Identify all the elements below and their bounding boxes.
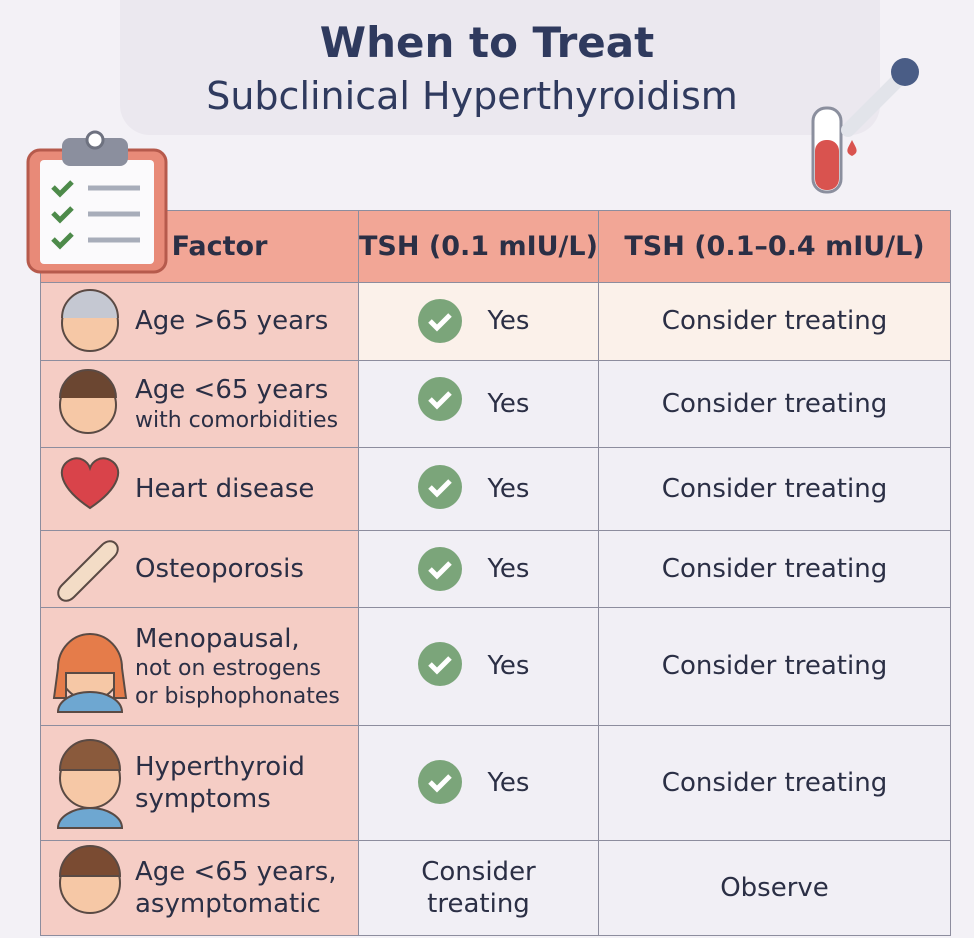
value-cell: Yes [358, 360, 599, 448]
cell-text: or bisphophonates [135, 683, 340, 709]
cell-text: Osteoporosis [135, 553, 304, 584]
value-cell: Consider treating [598, 282, 951, 361]
factor-cell: Age >65 years [40, 282, 359, 361]
value-cell: Consider treating [598, 447, 951, 531]
factor-cell: Age <65 years with comorbidities [40, 360, 359, 448]
cell-text: Yes [487, 473, 530, 504]
value-cell: Yes [358, 530, 599, 608]
cell-text: Consider [421, 856, 536, 887]
value-cell: Consider treating [598, 607, 951, 726]
cell-text: Consider treating [661, 767, 888, 798]
cell-text: Yes [487, 388, 530, 419]
cell-text: Consider treating [661, 473, 888, 504]
value-cell: Yes [358, 725, 599, 841]
cell-text: asymptomatic [135, 889, 321, 919]
cell-text: Yes [487, 553, 530, 584]
factor-cell: Osteoporosis [40, 530, 359, 608]
column-header: TSH (0.1–0.4 mIU/L) [598, 210, 951, 283]
value-cell: Consider treating [598, 360, 951, 448]
value-cell: Yes [358, 282, 599, 361]
value-cell: Consider treating [598, 530, 951, 608]
factor-cell: Age <65 years, asymptomatic [40, 840, 359, 936]
column-header: Factor [40, 210, 359, 283]
cell-text: Factor [171, 230, 268, 262]
cell-text: Age <65 years [135, 375, 329, 405]
cell-text: Yes [487, 651, 530, 682]
cell-text: Age >65 years [135, 306, 329, 337]
cell-text: treating [427, 889, 530, 919]
cell-text: not on estrogens [135, 656, 321, 682]
title-panel [120, 0, 880, 135]
cell-text: Hyperthyroid [135, 751, 305, 782]
column-header: TSH (0.1 mIU/L) [358, 210, 599, 283]
value-cell: Yes [358, 447, 599, 531]
cell-text: Observe [720, 872, 829, 903]
value-cell: Consider treating [598, 725, 951, 841]
value-cell: Consider treating [358, 840, 599, 936]
cell-text: Yes [487, 306, 530, 337]
cell-text: Consider treating [661, 388, 888, 419]
title: When to Treat [319, 18, 655, 67]
cell-text: TSH (0.1–0.4 mIU/L) [624, 230, 925, 262]
cell-text: Yes [487, 767, 530, 798]
value-cell: Yes [358, 607, 599, 726]
factor-cell: Heart disease [40, 447, 359, 531]
value-cell: Observe [598, 840, 951, 936]
cell-text: Consider treating [661, 306, 888, 337]
cell-text: symptoms [135, 784, 271, 814]
cell-text: Consider treating [661, 553, 888, 584]
factor-cell: Hyperthyroid symptoms [40, 725, 359, 841]
factor-cell: Menopausal, not on estrogens or bisphophon… [40, 607, 359, 726]
subtitle: Subclinical Hyperthyroidism [206, 74, 738, 118]
cell-text: Menopausal, [135, 623, 300, 654]
cell-text: Heart disease [135, 473, 315, 504]
cell-text: TSH (0.1 mIU/L) [359, 230, 598, 262]
cell-text: with comorbidities [135, 407, 339, 433]
cell-text: Consider treating [661, 651, 888, 682]
cell-text: Age <65 years, [135, 856, 337, 887]
